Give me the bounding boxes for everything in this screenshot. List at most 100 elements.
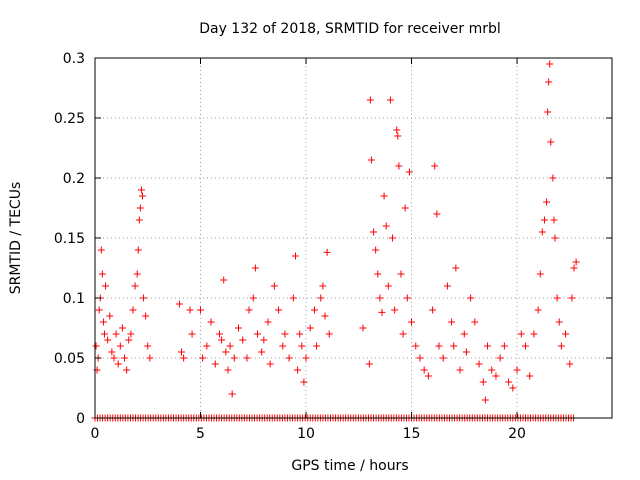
data-point [471, 318, 479, 326]
data-point [300, 378, 308, 386]
data-point [448, 318, 456, 326]
data-point [359, 324, 367, 332]
data-point [475, 360, 483, 368]
chart-title: Day 132 of 2018, SRMTID for receiver mrb… [199, 21, 501, 37]
data-point [509, 384, 517, 392]
data-point [216, 330, 224, 338]
data-point [319, 282, 327, 290]
data-point [500, 342, 508, 350]
data-point [572, 258, 580, 266]
data-point [294, 366, 302, 374]
data-point [310, 306, 318, 314]
data-point [536, 270, 544, 278]
data-point [439, 354, 447, 362]
y-tick-label: 0.15 [54, 231, 85, 247]
data-point [260, 336, 268, 344]
data-point [389, 234, 397, 242]
data-point [114, 360, 122, 368]
data-point [234, 324, 242, 332]
data-point [97, 246, 105, 254]
data-point [546, 60, 554, 68]
data-point [289, 294, 297, 302]
data-point [188, 330, 196, 338]
ticks: 0 5 10 15 20 0 0.05 0.1 0.15 0.2 0.25 0.3 [54, 51, 612, 442]
data-point [553, 294, 561, 302]
data-point [302, 354, 310, 362]
y-tick-label: 0 [76, 411, 85, 427]
data-point [118, 324, 126, 332]
data-point [249, 294, 257, 302]
data-point [112, 330, 120, 338]
data-point [323, 248, 331, 256]
data-point [123, 366, 131, 374]
data-point [408, 318, 416, 326]
data-point [218, 336, 226, 344]
data-point [270, 282, 278, 290]
y-tick-label: 0.3 [63, 51, 85, 67]
data-point [110, 354, 118, 362]
data-point [566, 360, 574, 368]
data-point [555, 318, 563, 326]
data-point [540, 216, 548, 224]
data-point [374, 270, 382, 278]
data-point [543, 198, 551, 206]
data-point [285, 354, 293, 362]
y-tick-label: 0.2 [63, 171, 85, 187]
data-point [220, 276, 228, 284]
data-point [496, 354, 504, 362]
y-tick-label: 0.1 [63, 291, 85, 307]
data-point [133, 270, 141, 278]
x-tick-label: 15 [403, 426, 421, 442]
data-point [142, 312, 150, 320]
data-point [378, 308, 386, 316]
data-point [467, 294, 475, 302]
data-point [178, 348, 186, 356]
data-point [452, 264, 460, 272]
data-point [180, 354, 188, 362]
data-point [199, 354, 207, 362]
data-point [140, 294, 148, 302]
data-point [562, 330, 570, 338]
data-point [545, 78, 553, 86]
x-tick-label: 0 [91, 426, 100, 442]
data-point [239, 336, 247, 344]
data-point [538, 228, 546, 236]
data-point [544, 108, 552, 116]
data-point [116, 342, 124, 350]
data-point [492, 372, 500, 380]
y-tick-label: 0.05 [54, 351, 85, 367]
data-point [557, 342, 565, 350]
data-point [253, 330, 261, 338]
data-point [197, 306, 205, 314]
data-point [100, 330, 108, 338]
data-point [547, 138, 555, 146]
data-point [393, 126, 401, 134]
data-point [98, 270, 106, 278]
x-tick-label: 5 [196, 426, 205, 442]
data-point [275, 306, 283, 314]
data-point [549, 174, 557, 182]
data-point [376, 294, 384, 302]
data-point [488, 366, 496, 374]
data-point [570, 264, 578, 272]
data-point [433, 210, 441, 218]
data-point [435, 342, 443, 350]
data-point [230, 354, 238, 362]
data-point [416, 354, 424, 362]
data-point [517, 330, 525, 338]
data-point [405, 168, 413, 176]
data-point [175, 300, 183, 308]
data-point [551, 234, 559, 242]
data-point [121, 354, 129, 362]
data-point [306, 324, 314, 332]
data-point [505, 378, 513, 386]
data-point [279, 342, 287, 350]
data-point [568, 294, 576, 302]
data-point [203, 342, 211, 350]
data-point [384, 282, 392, 290]
data-point [534, 306, 542, 314]
data-point [367, 156, 375, 164]
data-point [412, 342, 420, 350]
